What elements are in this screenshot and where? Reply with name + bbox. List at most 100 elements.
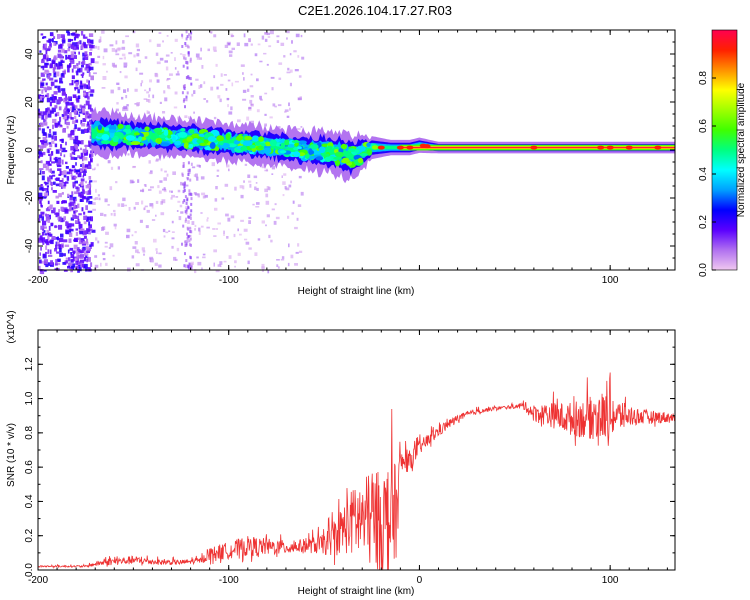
faint-speckle — [265, 200, 270, 205]
noise-speckle — [76, 72, 79, 76]
faint-speckle — [159, 57, 164, 61]
noise-speckle — [75, 70, 78, 74]
noise-speckle — [80, 238, 85, 242]
noise-speckle — [54, 71, 56, 75]
stripe-speckle — [187, 169, 190, 173]
noise-speckle — [79, 259, 85, 264]
faint-speckle — [223, 230, 225, 234]
faint-speckle — [246, 116, 250, 121]
steady-line-core — [400, 147, 675, 149]
noise-speckle — [82, 41, 85, 47]
noise-speckle — [42, 58, 44, 61]
faint-speckle — [274, 203, 277, 206]
noise-speckle — [56, 65, 61, 70]
ridge-blob — [354, 149, 360, 154]
faint-speckle — [149, 256, 154, 260]
stripe-speckle — [182, 64, 185, 68]
noise-speckle — [59, 238, 64, 243]
noise-speckle — [48, 205, 51, 210]
faint-speckle — [198, 227, 201, 232]
ridge-blob — [188, 143, 194, 149]
noise-speckle — [48, 38, 51, 43]
noise-speckle — [82, 34, 86, 39]
faint-speckle — [197, 261, 202, 266]
faint-speckle — [158, 190, 162, 194]
faint-speckle — [300, 191, 304, 196]
noise-speckle — [39, 269, 42, 274]
faint-speckle — [200, 84, 203, 88]
noise-speckle — [88, 66, 91, 71]
faint-speckle — [114, 226, 117, 230]
faint-speckle — [252, 203, 255, 206]
faint-speckle — [135, 67, 138, 72]
faint-speckle — [185, 217, 187, 221]
ridge-blob — [279, 150, 287, 154]
ridge-blob — [249, 144, 256, 149]
noise-speckle — [88, 224, 92, 229]
stripe-speckle — [189, 256, 192, 260]
noise-speckle — [75, 169, 80, 173]
noise-speckle — [42, 43, 46, 49]
noise-speckle — [81, 83, 86, 87]
stripe-speckle — [181, 242, 183, 246]
faint-speckle — [206, 219, 209, 222]
colorbar-gradient — [712, 30, 737, 270]
ridge-blob — [156, 137, 162, 145]
faint-speckle — [294, 226, 298, 230]
noise-speckle — [62, 253, 66, 257]
faint-speckle — [248, 216, 252, 219]
faint-speckle — [265, 193, 269, 198]
faint-speckle — [107, 204, 110, 206]
noise-speckle — [68, 96, 72, 102]
faint-speckle — [266, 214, 270, 218]
faint-speckle — [135, 249, 139, 253]
noise-speckle — [73, 176, 78, 179]
noise-speckle — [52, 181, 56, 185]
noise-speckle — [68, 43, 73, 48]
faint-speckle — [213, 235, 217, 237]
faint-speckle — [156, 79, 160, 83]
faint-speckle — [248, 106, 252, 109]
faint-speckle — [177, 116, 179, 120]
noise-speckle — [75, 44, 79, 48]
stripe-speckle — [189, 59, 192, 63]
x-tick-label: 0 — [417, 575, 423, 586]
noise-speckle — [80, 81, 83, 84]
faint-speckle — [145, 225, 149, 229]
noise-speckle — [75, 210, 78, 213]
noise-speckle — [81, 75, 84, 78]
noise-speckle — [52, 68, 56, 73]
faint-speckle — [123, 62, 128, 67]
faint-speckle — [268, 234, 271, 239]
noise-speckle — [42, 36, 45, 39]
colorbar-label: Normalized spectral amplitude — [736, 82, 747, 217]
noise-speckle — [74, 148, 76, 152]
faint-speckle — [264, 188, 268, 193]
faint-speckle — [277, 266, 280, 269]
faint-speckle — [193, 90, 196, 94]
faint-speckle — [151, 219, 156, 221]
faint-speckle — [216, 175, 219, 177]
y-tick-label: 0.4 — [24, 494, 35, 508]
faint-speckle — [141, 80, 144, 84]
ridge-blob — [191, 133, 201, 138]
noise-speckle — [51, 38, 54, 43]
noise-speckle — [44, 119, 47, 122]
noise-speckle — [72, 120, 76, 124]
noise-speckle — [46, 148, 49, 153]
noise-speckle — [90, 89, 95, 93]
noise-speckle — [91, 45, 95, 49]
noise-speckle — [53, 72, 57, 78]
ridge-blob — [297, 140, 307, 144]
noise-speckle — [80, 257, 84, 260]
ridge-blob — [258, 145, 264, 150]
faint-speckle — [298, 250, 303, 253]
faint-speckle — [254, 53, 258, 57]
noise-speckle — [49, 249, 52, 255]
noise-speckle — [54, 122, 58, 128]
noise-speckle — [86, 250, 90, 253]
faint-speckle — [146, 91, 150, 94]
faint-speckle — [158, 264, 162, 268]
y-tick-label: -40 — [24, 238, 35, 253]
noise-speckle — [51, 187, 53, 191]
